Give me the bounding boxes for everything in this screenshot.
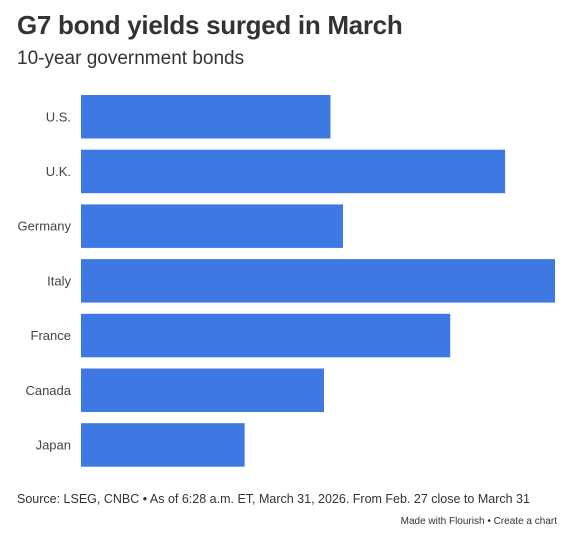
category-label-germany: Germany (18, 219, 72, 234)
bar-japan[interactable] (81, 423, 245, 467)
bar-us[interactable] (81, 95, 331, 139)
chart-title: G7 bond yields surged in March (17, 10, 403, 40)
create-a-chart-link[interactable]: Create a chart (493, 516, 557, 527)
made-with-flourish-link[interactable]: Made with Flourish (400, 516, 485, 527)
bar-italy[interactable] (81, 259, 555, 303)
chart-subtitle: 10-year government bonds (17, 48, 245, 69)
flourish-credits: Made with Flourish • Create a chart (401, 516, 557, 527)
bar-canada[interactable] (81, 368, 324, 413)
category-label-italy: Italy (47, 273, 71, 288)
category-label-uk: U.K. (46, 164, 71, 179)
credits-separator: • (487, 516, 491, 527)
bar-chart: U.S. U.K. Germany Italy France Canada Japan (18, 95, 555, 467)
bar-france[interactable] (81, 313, 451, 358)
source-note: Source: LSEG, CNBC • As of 6:28 a.m. ET,… (17, 492, 530, 506)
category-label-canada: Canada (25, 383, 71, 398)
category-label-japan: Japan (36, 437, 71, 452)
category-label-us: U.S. (46, 109, 71, 124)
bar-uk[interactable] (81, 149, 506, 194)
category-label-france: France (31, 328, 71, 343)
bar-germany[interactable] (81, 204, 343, 248)
